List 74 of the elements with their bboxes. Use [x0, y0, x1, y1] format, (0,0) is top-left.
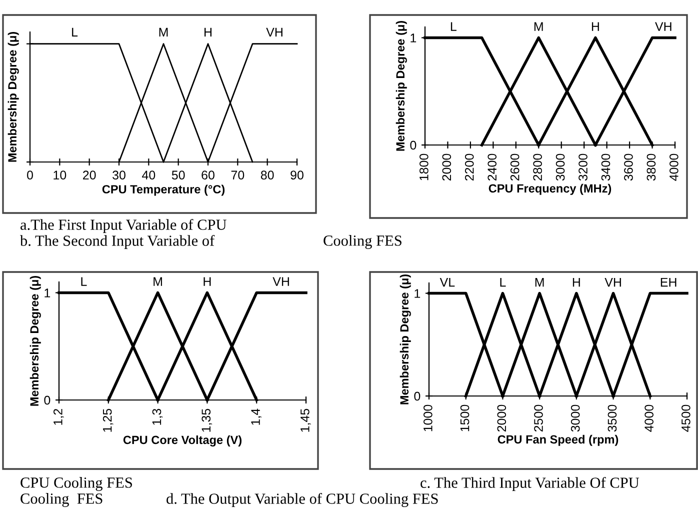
x-tick-label: 1,4 [251, 408, 262, 425]
x-tick-label: 1000 [424, 404, 432, 432]
series-label: L [81, 277, 87, 286]
series-label: VH [604, 278, 621, 287]
x-tick-label: 20 [83, 170, 96, 180]
series-label: H [204, 28, 212, 36]
x-tick-label: 40 [142, 170, 156, 180]
x-tick-label: 2000 [497, 404, 506, 432]
x-axis-title: CPU Core Voltage (V) [123, 435, 242, 446]
y-axis-title: Membership Degree (μ) [400, 274, 411, 404]
x-tick-label: 3000 [570, 404, 580, 432]
series-label: H [592, 22, 599, 31]
series-label: M [159, 28, 168, 36]
series-label: VH [655, 22, 672, 31]
x-axis-title: CPU Temperature (°C) [102, 184, 225, 196]
x-tick-label: 1,25 [102, 408, 114, 432]
text: CPU Cooling FES [20, 477, 132, 491]
x-axis-title: CPU Fan Speed (rpm) [498, 434, 618, 446]
series-label: VH [272, 277, 289, 286]
series-label: VL [440, 278, 455, 287]
series-label: VH [266, 28, 282, 36]
x-tick-label: 10 [54, 170, 66, 180]
series-label: L [500, 278, 506, 287]
x-tick-label: 70 [231, 170, 244, 180]
x-tick-label: 3500 [608, 404, 617, 432]
y-tick-label: 0 [414, 392, 420, 401]
x-tick-label: 60 [202, 170, 214, 180]
series-label: H [572, 278, 580, 287]
text: a.The First Input Variable of CPU [20, 218, 226, 234]
x-tick-label: 1,3 [152, 408, 163, 425]
text: b. The Second Input Variable of [20, 234, 215, 250]
y-tick-label: 1 [414, 289, 420, 298]
x-tick-label: 30 [112, 170, 126, 180]
series-label: L [72, 28, 78, 36]
x-tick-label: 3400 [601, 154, 610, 181]
x-tick-label: 3600 [624, 154, 633, 181]
x-tick-label: 1,2 [54, 408, 64, 425]
x-tick-label: 80 [260, 170, 274, 180]
text: d. The Output Variable of CPU Cooling FES [166, 492, 438, 508]
x-tick-label: 3800 [646, 154, 656, 181]
x-tick-label: 2800 [533, 154, 542, 181]
y-tick-label: 1 [410, 34, 416, 42]
series-label: M [534, 22, 543, 31]
y-axis-title: Membership Degree (μ) [8, 32, 19, 162]
x-tick-label: 0 [27, 170, 33, 180]
series-label: L [450, 22, 456, 31]
series-label: M [535, 278, 544, 287]
x-tick-label: 1,45 [300, 408, 311, 432]
x-tick-label: 3200 [578, 154, 588, 181]
x-tick-label: 50 [172, 170, 185, 180]
text: Cooling FES [324, 235, 402, 249]
x-axis-title: CPU Frequency (MHz) [488, 184, 612, 195]
x-tick-label: 4500 [682, 404, 690, 432]
x-tick-label: 4000 [644, 404, 654, 432]
x-tick-label: 3000 [556, 154, 565, 181]
x-tick-label: 2400 [488, 154, 497, 181]
y-axis-title: Membership Degree (μ) [30, 276, 41, 406]
x-tick-label: 2600 [510, 154, 520, 181]
x-tick-label: 2500 [534, 404, 543, 432]
x-tick-label: 4000 [670, 154, 678, 181]
series-label: EH [660, 278, 676, 287]
y-axis-title: Membership Degree (μ) [396, 20, 407, 151]
x-tick-label: 90 [290, 170, 304, 180]
x-tick-label: 1800 [420, 154, 428, 180]
x-tick-label: 2000 [442, 154, 452, 181]
x-tick-label: 2200 [464, 154, 474, 181]
text: Cooling FES [20, 493, 102, 507]
x-tick-label: 1,35 [202, 408, 212, 432]
series-label: M [154, 277, 162, 286]
text: c. The Third Input Variable Of CPU [420, 476, 640, 492]
y-tick-label: 0 [410, 140, 416, 150]
y-tick-label: 1 [44, 288, 50, 298]
x-tick-label: 1500 [460, 404, 470, 432]
series-label: H [204, 277, 211, 286]
